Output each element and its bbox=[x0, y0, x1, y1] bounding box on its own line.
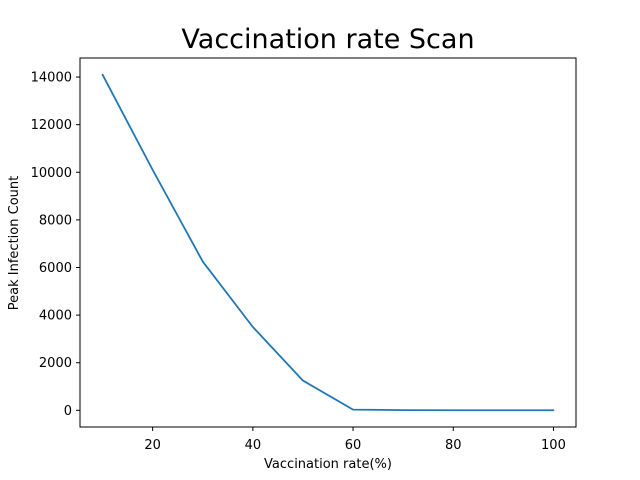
y-axis-ticks: 0 2000 4000 6000 8000 10000 12000 14000 bbox=[31, 71, 80, 419]
y-tick-label: 4000 bbox=[39, 309, 72, 324]
x-tick-label: 80 bbox=[445, 438, 462, 453]
chart-title: Vaccination rate Scan bbox=[181, 24, 474, 55]
series-layer bbox=[101, 73, 555, 412]
x-tick-label: 20 bbox=[144, 438, 161, 453]
y-tick-label: 12000 bbox=[31, 118, 72, 133]
plot-frame bbox=[79, 57, 577, 428]
x-axis-ticks: 20 40 60 80 100 bbox=[144, 427, 566, 453]
y-axis-label: Peak Infection Count bbox=[7, 176, 22, 310]
y-tick-label: 14000 bbox=[31, 71, 72, 86]
series-line bbox=[101, 73, 555, 412]
y-tick-label: 8000 bbox=[39, 213, 72, 228]
y-tick-label: 2000 bbox=[39, 356, 72, 371]
y-tick-label: 10000 bbox=[31, 166, 72, 181]
x-tick-label: 100 bbox=[541, 438, 566, 453]
y-tick-label: 6000 bbox=[39, 261, 72, 276]
x-axis-label: Vaccination rate(%) bbox=[264, 457, 392, 472]
y-tick-label: 0 bbox=[64, 404, 72, 419]
x-tick-label: 40 bbox=[245, 438, 262, 453]
x-tick-label: 60 bbox=[345, 438, 362, 453]
